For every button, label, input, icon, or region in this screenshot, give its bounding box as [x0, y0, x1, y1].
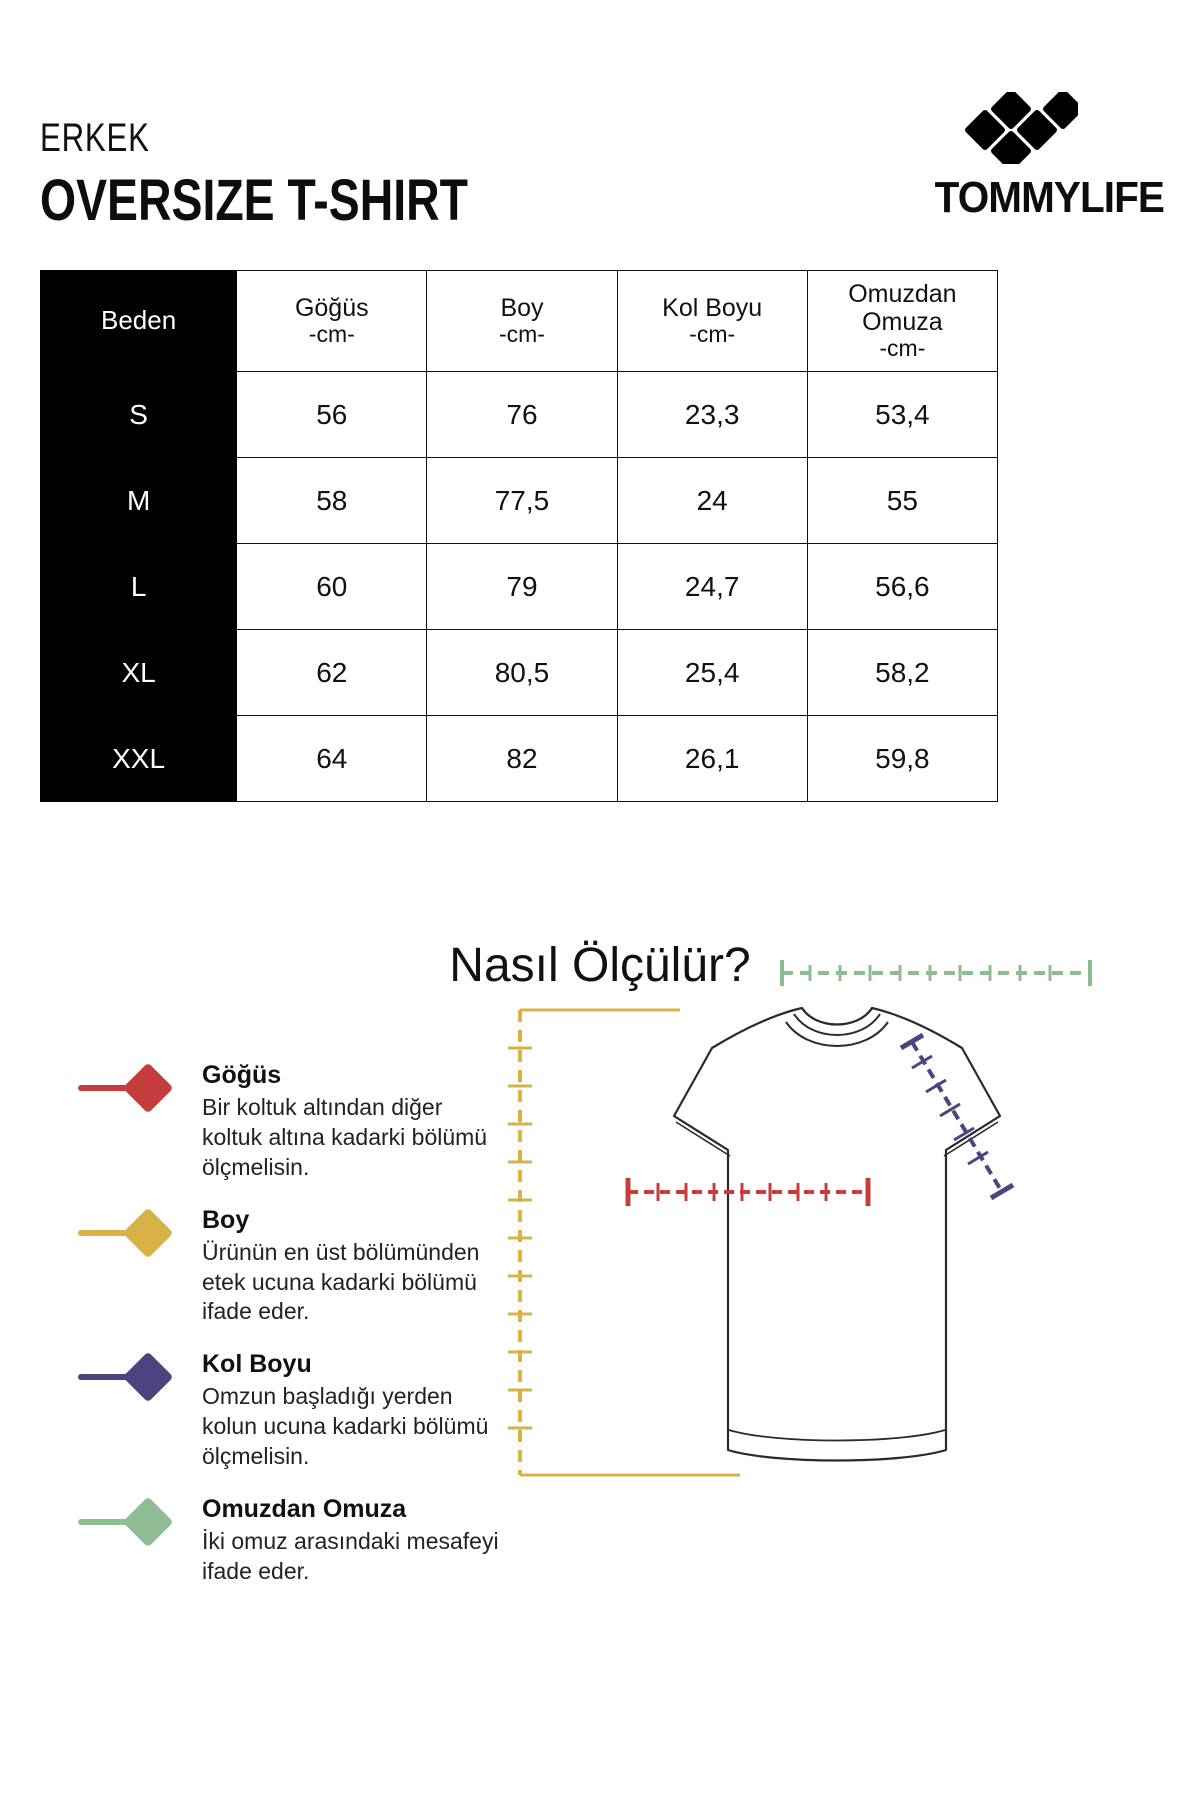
size-table-container: Beden Göğüs -cm- Boy -cm- Kol Boyu -cm- [39, 270, 999, 802]
size-table-head: Beden Göğüs -cm- Boy -cm- Kol Boyu -cm- [39, 270, 999, 372]
legend-body: Boy Ürünün en üst bölümünden etek ucuna … [202, 1205, 500, 1328]
cell-kol-boyu: 26,1 [616, 715, 808, 802]
cell-size: XL [39, 629, 238, 716]
cell-size: S [39, 371, 238, 458]
cell-kol-boyu: 25,4 [616, 629, 808, 716]
column-header-boy-unit: -cm- [498, 321, 545, 348]
page-header: ERKEK OVERSIZE T-SHIRT TOMMYLIFE [0, 0, 1200, 270]
cell-kol-boyu: 24 [616, 457, 808, 544]
column-header-beden-label: Beden [101, 305, 177, 336]
cell-omuzdan-omuza: 56,6 [806, 543, 999, 630]
column-header-gogus-unit: -cm- [308, 321, 355, 348]
legend-name: Boy [202, 1205, 250, 1234]
cell-kol-boyu: 24,7 [616, 543, 808, 630]
column-header-gogus: Göğüs -cm- [236, 270, 428, 372]
column-header-kol-boyu-unit: -cm- [689, 321, 736, 348]
column-header-beden: Beden [39, 270, 238, 372]
cell-size: L [39, 543, 238, 630]
legend-description: İki omuz arasındaki mesafeyi ifade eder. [202, 1528, 499, 1584]
cell-boy: 79 [426, 543, 618, 630]
legend-name: Kol Boyu [202, 1350, 312, 1379]
cell-boy: 77,5 [426, 457, 618, 544]
column-header-omuzdan-omuza-unit: -cm- [879, 335, 926, 362]
cell-omuzdan-omuza: 59,8 [806, 715, 999, 802]
legend-description: Omzun başladığı yerden kolun ucuna kadar… [202, 1383, 489, 1470]
gogus-measure-line [625, 1178, 871, 1206]
table-row: XXL 64 82 26,1 59,8 [39, 715, 999, 802]
legend-item-gogus: Göğüs Bir koltuk altından diğer koltuk a… [60, 1060, 500, 1183]
diamond-cluster-logo-icon [948, 89, 1083, 171]
cell-boy: 76 [426, 371, 618, 458]
page-title: OVERSIZE T-SHIRT [40, 168, 468, 233]
legend-body: Göğüs Bir koltuk altından diğer koltuk a… [202, 1060, 500, 1183]
size-table: Beden Göğüs -cm- Boy -cm- Kol Boyu -cm- [39, 270, 999, 802]
diamond-marker-gogus-icon [78, 1062, 198, 1114]
column-header-gogus-label: Göğüs [294, 294, 369, 323]
how-to-measure-title: Nasıl Ölçülür? [449, 939, 751, 992]
legend-name: Omuzdan Omuza [202, 1495, 407, 1524]
cell-size: XXL [39, 715, 238, 802]
size-table-body: S 56 76 23,3 53,4 M 58 77,5 24 55 L 60 7… [39, 371, 999, 802]
legend-item-omuzdan-omuza: Omuzdan Omuza İki omuz arasındaki mesafe… [60, 1494, 500, 1587]
cell-size: M [39, 457, 238, 544]
column-header-kol-boyu-label: Kol Boyu [662, 294, 763, 323]
cell-gogus: 64 [236, 715, 428, 802]
diamond-marker-kol-boyu-icon [78, 1351, 198, 1403]
cell-omuzdan-omuza: 53,4 [806, 371, 999, 458]
cell-boy: 82 [426, 715, 618, 802]
table-header-row: Beden Göğüs -cm- Boy -cm- Kol Boyu -cm- [39, 270, 999, 372]
column-header-omuzdan-omuza-label: Omuzdan Omuza [848, 280, 957, 337]
cell-gogus: 56 [236, 371, 428, 458]
boy-measure-line [508, 1008, 740, 1477]
cell-gogus: 60 [236, 543, 428, 630]
cell-omuzdan-omuza: 58,2 [806, 629, 999, 716]
table-row: S 56 76 23,3 53,4 [39, 371, 999, 458]
omuzdan-omuza-measure-line [780, 960, 1092, 986]
measurement-legend: Göğüs Bir koltuk altından diğer koltuk a… [60, 1060, 500, 1609]
legend-description: Ürünün en üst bölümünden etek ucuna kada… [202, 1238, 480, 1325]
brand-wordmark: TOMMYLIFE [934, 173, 1165, 222]
column-header-kol-boyu: Kol Boyu -cm- [616, 270, 808, 372]
diamond-marker-omuzdan-omuza-icon [78, 1496, 198, 1548]
kol-boyu-measure-line [899, 1032, 1015, 1201]
cell-gogus: 58 [236, 457, 428, 544]
column-header-boy-label: Boy [500, 294, 544, 323]
legend-description: Bir koltuk altından diğer koltuk altına … [202, 1094, 488, 1180]
cell-omuzdan-omuza: 55 [806, 457, 999, 544]
legend-name: Göğüs [202, 1061, 282, 1089]
legend-item-boy: Boy Ürünün en üst bölümünden etek ucuna … [60, 1205, 500, 1328]
page-eyebrow: ERKEK [40, 116, 150, 160]
column-header-omuzdan-omuza: Omuzdan Omuza -cm- [806, 270, 999, 372]
table-row: M 58 77,5 24 55 [39, 457, 999, 544]
column-header-boy: Boy -cm- [426, 270, 618, 372]
cell-kol-boyu: 23,3 [616, 371, 808, 458]
legend-body: Omuzdan Omuza İki omuz arasındaki mesafe… [202, 1494, 500, 1587]
table-row: XL 62 80,5 25,4 58,2 [39, 629, 999, 716]
brand-logo: TOMMYLIFE [864, 89, 1165, 242]
title-block: ERKEK OVERSIZE T-SHIRT [40, 118, 575, 230]
tshirt-outline [672, 1006, 1002, 1462]
legend-body: Kol Boyu Omzun başladığı yerden kolun uc… [202, 1349, 500, 1472]
tshirt-measurement-diagram [480, 930, 1180, 1550]
legend-item-kol-boyu: Kol Boyu Omzun başladığı yerden kolun uc… [60, 1349, 500, 1472]
cell-boy: 80,5 [426, 629, 618, 716]
diamond-marker-boy-icon [78, 1207, 198, 1259]
cell-gogus: 62 [236, 629, 428, 716]
table-row: L 60 79 24,7 56,6 [39, 543, 999, 630]
